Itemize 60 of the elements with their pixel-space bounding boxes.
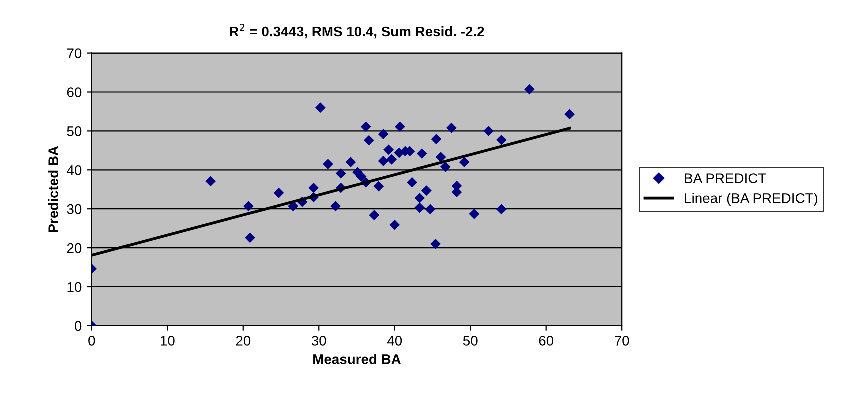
point <box>360 122 372 132</box>
point <box>414 202 426 214</box>
point <box>524 84 535 95</box>
point <box>496 204 507 215</box>
point <box>369 210 380 221</box>
point <box>446 122 457 134</box>
point <box>431 134 442 145</box>
point <box>315 102 326 114</box>
point <box>436 152 446 162</box>
x-tick-label: 10 <box>160 336 175 346</box>
point <box>414 193 426 204</box>
x-axis-title: Measured BA <box>314 354 402 364</box>
point <box>416 148 428 159</box>
y-tick-label: 20 <box>67 243 82 254</box>
point <box>484 126 494 136</box>
x-tick-label: 20 <box>236 336 251 346</box>
point <box>425 204 436 215</box>
point <box>374 181 384 192</box>
y-tick-label: 0 <box>75 321 82 332</box>
y-tick-label: 10 <box>68 282 82 292</box>
point <box>245 232 256 244</box>
x-tick-label: 0 <box>88 336 96 346</box>
y-axis-title: Predicted BA <box>48 146 58 232</box>
point <box>323 159 334 170</box>
legend-label: Linear (BA PREDICT) <box>685 193 818 206</box>
point <box>384 144 394 156</box>
point <box>308 182 320 194</box>
chart-title: R$^{2}$ = 0.3443, RMS 10.4, Sum Resid. -2.2 <box>230 24 484 39</box>
point <box>421 186 432 196</box>
x-tick-label: 60 <box>539 336 554 346</box>
point <box>430 238 441 250</box>
point <box>274 188 284 198</box>
point <box>440 162 451 172</box>
point <box>364 135 374 146</box>
point <box>407 177 418 188</box>
y-tick-label: 40 <box>67 165 82 176</box>
x-tick-label: 30 <box>312 336 326 346</box>
point <box>469 208 480 220</box>
point <box>378 156 389 166</box>
point <box>459 157 470 168</box>
point <box>378 129 389 140</box>
x-tick-label: 40 <box>387 336 402 346</box>
point <box>564 109 576 120</box>
x-tick-label: 70 <box>615 336 630 346</box>
point <box>390 220 400 230</box>
legend-label: BA PREDICT <box>685 174 766 184</box>
point <box>243 201 254 212</box>
point <box>496 134 507 146</box>
x-tick-label: 50 <box>463 336 478 346</box>
point <box>356 172 367 182</box>
point <box>336 168 346 179</box>
point <box>206 176 216 187</box>
point <box>330 201 341 212</box>
point <box>394 122 406 132</box>
point <box>386 154 398 165</box>
y-tick-label: 30 <box>67 204 82 214</box>
y-tick-label: 70 <box>67 48 82 58</box>
y-tick-label: 60 <box>67 88 82 98</box>
point <box>346 157 356 168</box>
y-tick-label: 50 <box>67 126 82 136</box>
